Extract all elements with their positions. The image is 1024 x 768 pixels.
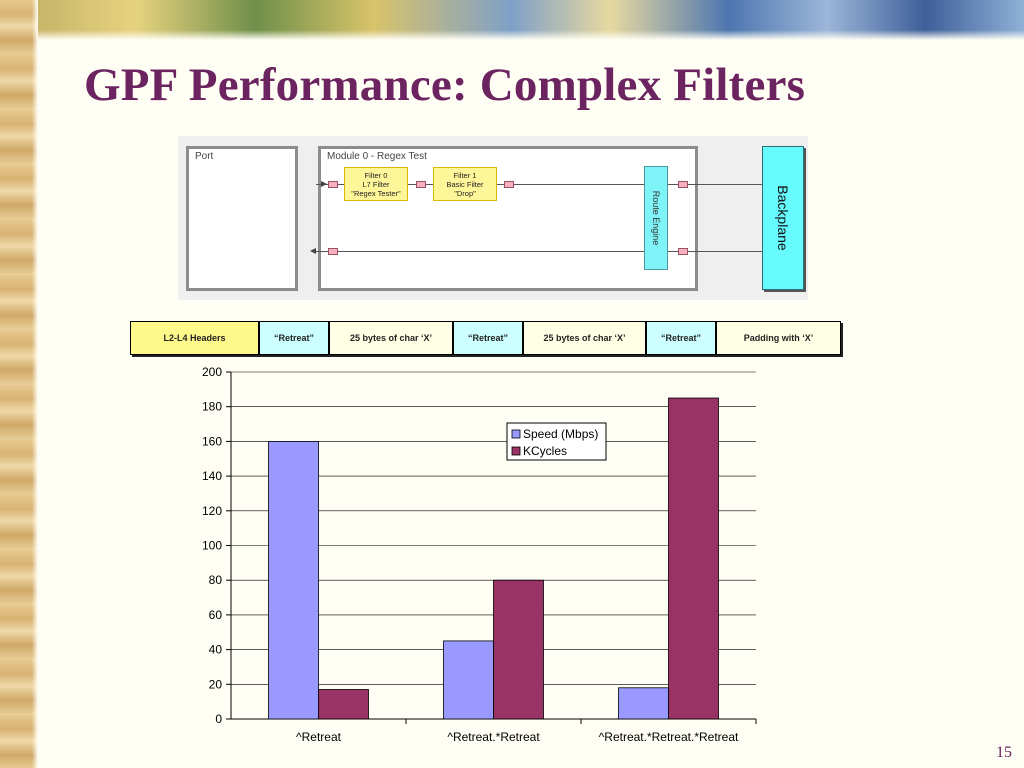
packet-segment: Padding with ‘X’ (717, 322, 840, 354)
port-label: Port (195, 151, 214, 162)
bar-kcycles (493, 579, 544, 720)
route-out-port-bottom (678, 248, 688, 255)
filter-1-block: Filter 1 Basic Filter "Drop" (433, 167, 497, 201)
bar-kcycles (668, 397, 719, 720)
y-tick-label: 120 (202, 504, 222, 518)
packet-segment: “Retreat” (454, 322, 524, 354)
y-tick-label: 160 (202, 434, 222, 448)
packet-layout: L2-L4 Headers “Retreat” 25 bytes of char… (130, 321, 841, 355)
module-in-port (328, 181, 338, 188)
filter1-line1: Filter 1 (453, 171, 477, 180)
y-tick-label: 0 (215, 712, 222, 726)
filter0-line1: Filter 0 (364, 171, 388, 180)
y-tick-label: 140 (202, 469, 222, 483)
filter0-line2: L7 Filter (362, 180, 390, 189)
bar-speed-mbps- (618, 687, 669, 720)
y-tick-label: 20 (209, 677, 223, 691)
y-tick-label: 60 (209, 608, 223, 622)
bar-chart: 0 20 40 60 80 100 120 140 160 180 200 ^Retreat ^Retr… (202, 365, 757, 744)
y-tick-label: 100 (202, 539, 222, 553)
pipeline-diagram: Port Module 0 - Regex Test Filter 0 L7 F… (178, 136, 808, 300)
legend-swatch (511, 446, 521, 456)
outbound-arrow (310, 248, 316, 254)
packet-segment: 25 bytes of char ‘X’ (330, 322, 454, 354)
y-tick-label: 200 (202, 365, 222, 379)
route-engine-block: Route Engine (644, 166, 668, 270)
filter0-line3: "Regex Tester" (351, 189, 401, 198)
route-out-port-top (678, 181, 688, 188)
bar-speed-mbps- (268, 441, 319, 720)
legend-box (506, 422, 607, 461)
outbound-wire (316, 251, 762, 252)
x-tick-label: ^Retreat.*Retreat.*Retreat (599, 730, 739, 744)
filter-0-block: Filter 0 L7 Filter "Regex Tester" (344, 167, 408, 201)
page-number: 15 (996, 744, 1012, 761)
top-decorative-banner (38, 0, 1024, 40)
x-tick-label: ^Retreat.*Retreat (447, 730, 540, 744)
packet-segment: “Retreat” (647, 322, 717, 354)
y-tick-label: 80 (209, 573, 223, 587)
route-to-backplane-wire (668, 184, 762, 185)
module-out-port (328, 248, 338, 255)
y-tick-label: 180 (202, 400, 222, 414)
y-tick-label: 40 (209, 643, 223, 657)
left-decorative-strip (0, 0, 38, 768)
filter1-out-port (504, 181, 514, 188)
legend-label: Speed (Mbps) (523, 427, 598, 441)
slide-title: GPF Performance: Complex Filters (84, 59, 806, 111)
bar-speed-mbps- (443, 640, 494, 720)
filter1-line2: Basic Filter (446, 180, 484, 189)
route-engine-label: Route Engine (651, 190, 661, 246)
x-tick-label: ^Retreat (296, 730, 342, 744)
bar-kcycles (318, 689, 369, 720)
packet-segment: 25 bytes of char ‘X’ (524, 322, 647, 354)
backplane-block: Backplane (762, 146, 804, 290)
filter0-out-port (416, 181, 426, 188)
module-label: Module 0 - Regex Test (327, 151, 427, 162)
packet-segment: “Retreat” (260, 322, 330, 354)
backplane-label: Backplane (775, 185, 791, 251)
legend-label: KCycles (523, 444, 567, 458)
legend-swatch (511, 429, 521, 439)
packet-segment: L2-L4 Headers (131, 322, 260, 354)
inbound-arrow (321, 181, 327, 187)
port-box: Port (186, 146, 298, 291)
filter1-line3: "Drop" (454, 189, 476, 198)
